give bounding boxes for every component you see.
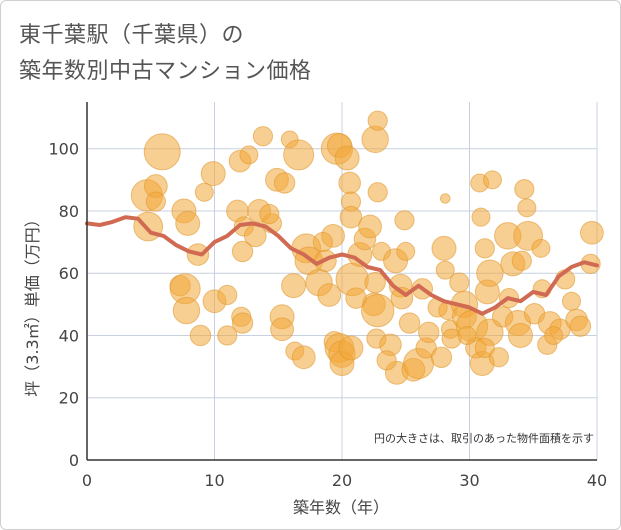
data-bubble xyxy=(252,126,274,147)
axes: 0 10 20 30 40 0 20 40 60 80 100 xyxy=(48,102,607,490)
data-bubble xyxy=(449,272,470,293)
data-bubble xyxy=(482,170,502,190)
data-bubble xyxy=(430,346,453,368)
data-bubble xyxy=(200,161,226,187)
data-bubble xyxy=(338,171,361,195)
data-bubble xyxy=(172,296,201,325)
chart-title-line-1: 東千葉駅（千葉県）の xyxy=(19,23,245,48)
data-bubble xyxy=(358,214,382,239)
data-bubble xyxy=(189,324,212,347)
data-bubble xyxy=(562,291,581,311)
data-bubble xyxy=(457,325,477,345)
data-bubble xyxy=(531,238,551,258)
data-bubble xyxy=(175,210,201,236)
data-bubble xyxy=(517,198,537,218)
bubble-series xyxy=(130,110,604,385)
chart-title-line-2: 築年数別中古マンション価格 xyxy=(19,59,312,84)
data-bubble xyxy=(511,250,532,271)
y-tick-label: 100 xyxy=(48,140,79,159)
y-tick-label: 40 xyxy=(59,326,79,345)
trend-line-group xyxy=(85,215,599,316)
data-bubble xyxy=(231,240,254,263)
data-bubble xyxy=(361,293,395,328)
y-axis-title: 坪（3.3㎡）単価（万円） xyxy=(23,211,42,396)
data-bubble xyxy=(431,235,457,261)
data-bubble xyxy=(580,220,604,245)
data-bubble xyxy=(514,179,535,200)
data-bubble xyxy=(338,335,364,361)
data-bubble xyxy=(281,273,307,299)
data-bubble xyxy=(396,241,416,261)
data-bubble xyxy=(339,205,363,229)
data-bubble xyxy=(244,224,267,248)
x-tick-label: 10 xyxy=(204,471,224,490)
x-tick-label: 0 xyxy=(82,471,92,490)
trend-line xyxy=(85,215,599,316)
data-bubble xyxy=(488,347,509,368)
x-axis-title: 築年数（年） xyxy=(293,498,389,517)
data-bubble xyxy=(345,287,367,309)
data-bubble xyxy=(474,337,495,359)
data-bubble xyxy=(334,145,360,171)
data-bubble xyxy=(476,259,504,287)
data-bubble xyxy=(367,182,388,203)
data-bubble xyxy=(544,325,564,345)
data-bubble xyxy=(270,317,294,342)
data-bubble xyxy=(474,238,495,259)
data-bubble xyxy=(239,145,259,165)
data-bubble xyxy=(283,139,315,171)
data-bubble xyxy=(418,321,440,344)
y-tick-label: 80 xyxy=(59,202,79,221)
data-bubble xyxy=(259,203,280,225)
data-bubble xyxy=(231,312,254,334)
data-bubble xyxy=(273,172,296,194)
data-bubble xyxy=(217,284,238,306)
data-bubble xyxy=(394,210,415,231)
y-tick-label: 20 xyxy=(59,389,79,408)
data-bubble xyxy=(367,110,388,131)
data-bubble xyxy=(508,322,533,348)
data-bubble xyxy=(143,133,181,171)
data-bubble xyxy=(317,283,342,307)
x-tick-label: 30 xyxy=(459,471,479,490)
data-bubble xyxy=(291,345,316,370)
x-tick-label: 40 xyxy=(587,471,607,490)
data-bubble xyxy=(435,260,455,280)
data-bubble xyxy=(439,193,451,204)
data-bubble xyxy=(569,315,592,337)
data-bubble xyxy=(194,182,214,202)
y-tick-label: 0 xyxy=(69,451,79,470)
data-bubble xyxy=(145,191,166,212)
data-bubble xyxy=(376,350,397,371)
data-bubble xyxy=(398,312,421,334)
data-bubble xyxy=(471,207,491,227)
data-bubble xyxy=(312,231,333,253)
bubble-size-note: 円の大きさは、取引のあった物件面積を示す xyxy=(374,431,594,445)
data-bubble xyxy=(217,325,238,346)
y-tick-label: 60 xyxy=(59,264,79,283)
x-tick-label: 20 xyxy=(332,471,352,490)
